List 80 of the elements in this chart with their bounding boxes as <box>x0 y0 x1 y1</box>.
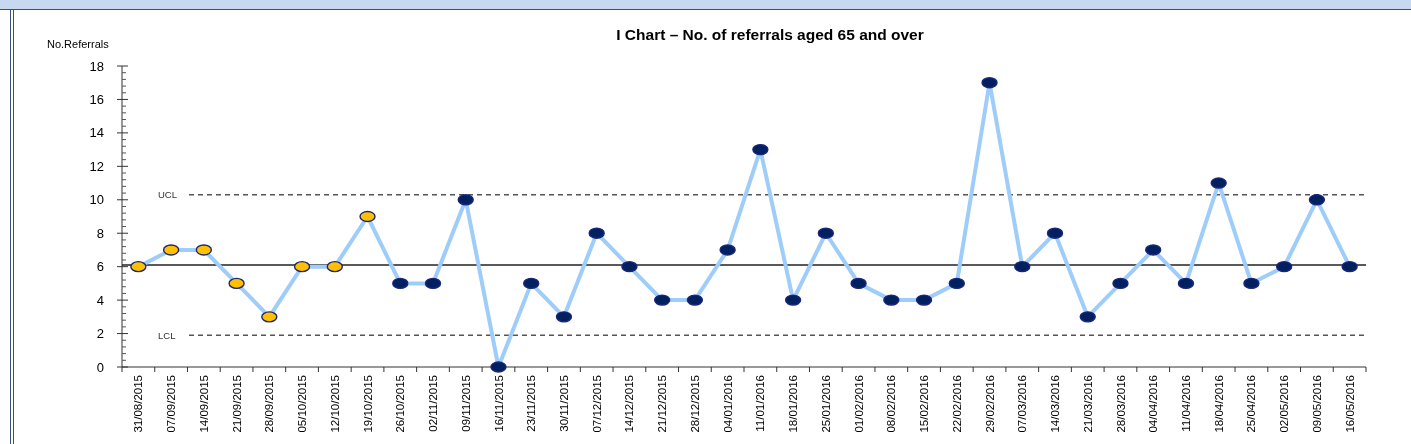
point <box>457 194 474 206</box>
x-tick-label: 05/10/2015 <box>296 375 309 433</box>
y-tick-label: 2 <box>96 326 104 342</box>
x-tick-label: 30/11/2015 <box>557 375 570 432</box>
x-tick-label: 01/02/2016 <box>852 375 865 433</box>
x-tick-label: 28/12/2015 <box>688 375 701 433</box>
x-tick-label: 21/12/2015 <box>656 375 669 433</box>
point <box>1177 277 1195 290</box>
y-tick-label: 4 <box>96 292 104 308</box>
x-tick-label: 07/03/2016 <box>1016 375 1029 433</box>
ref-line-label: UCL <box>158 189 178 201</box>
point <box>850 277 867 290</box>
x-tick-label: 11/01/2016 <box>754 375 767 432</box>
chart-title: I Chart – No. of referrals aged 65 and over <box>616 26 924 43</box>
x-tick-label: 29/02/2016 <box>983 375 996 433</box>
x-tick-label: 16/05/2016 <box>1343 375 1356 433</box>
x-tick-label: 09/11/2015 <box>459 375 472 432</box>
x-tick-label: 14/12/2015 <box>623 375 636 433</box>
x-tick-label: 07/09/2015 <box>165 375 178 433</box>
y-tick-label: 8 <box>96 225 104 241</box>
point <box>948 277 965 290</box>
point <box>326 260 343 273</box>
x-tick-label: 02/11/2015 <box>427 375 440 432</box>
point <box>1210 177 1227 189</box>
x-tick-label: 28/09/2015 <box>263 375 276 433</box>
x-tick-label: 04/01/2016 <box>721 375 734 433</box>
point <box>719 244 736 256</box>
point <box>261 311 278 323</box>
x-tick-label: 14/03/2016 <box>1049 375 1062 433</box>
x-tick-label: 21/09/2015 <box>230 375 243 433</box>
x-tick-label: 31/08/2015 <box>132 375 145 433</box>
x-tick-label: 21/03/2016 <box>1081 375 1094 433</box>
x-tick-label: 02/05/2016 <box>1278 375 1291 433</box>
point <box>1275 260 1293 273</box>
point <box>490 361 507 373</box>
x-tick-label: 14/09/2015 <box>197 375 210 433</box>
point <box>523 277 540 290</box>
point <box>621 260 638 273</box>
point <box>1145 244 1162 256</box>
x-tick-label: 07/12/2015 <box>590 375 603 433</box>
x-tick-label: 23/11/2015 <box>525 375 538 432</box>
x-tick-label: 26/10/2015 <box>394 375 407 433</box>
y-tick-label: 16 <box>89 91 104 107</box>
y-tick-label: 0 <box>96 359 104 375</box>
point <box>1243 277 1260 290</box>
y-tick-label: 18 <box>89 58 104 74</box>
x-tick-label: 25/04/2016 <box>1245 375 1258 433</box>
point <box>1341 260 1358 273</box>
x-tick-label: 15/02/2016 <box>918 375 931 433</box>
point <box>981 77 998 89</box>
point <box>1112 277 1129 290</box>
x-tick-label: 08/02/2016 <box>885 375 898 433</box>
point <box>228 277 245 290</box>
x-tick-label: 22/02/2016 <box>950 375 963 433</box>
x-tick-label: 11/04/2016 <box>1179 375 1192 432</box>
x-tick-label: 25/01/2016 <box>819 375 832 433</box>
point <box>392 277 409 290</box>
point <box>1079 311 1096 323</box>
x-tick-label: 28/03/2016 <box>1114 375 1127 433</box>
x-tick-label: 12/10/2015 <box>328 375 341 433</box>
x-tick-label: 09/05/2016 <box>1310 375 1323 433</box>
y-tick-label: 14 <box>89 125 104 141</box>
y-axis-title: No.Referrals <box>47 38 110 50</box>
x-tick-label: 18/04/2016 <box>1212 375 1225 433</box>
point <box>883 294 900 306</box>
point <box>1014 260 1031 273</box>
y-tick-label: 6 <box>96 259 104 275</box>
point <box>293 260 311 273</box>
point <box>588 227 605 239</box>
ref-line-label: LCL <box>158 329 176 341</box>
point <box>130 260 147 273</box>
x-tick-label: 19/10/2015 <box>361 375 374 433</box>
point <box>752 143 769 156</box>
x-tick-label: 16/11/2015 <box>492 375 505 432</box>
point <box>424 277 442 290</box>
x-tick-label: 18/01/2016 <box>787 375 800 433</box>
y-tick-label: 12 <box>89 158 104 174</box>
x-tick-label: 04/04/2016 <box>1147 375 1160 433</box>
y-tick-label: 10 <box>89 192 104 208</box>
point <box>359 210 376 223</box>
